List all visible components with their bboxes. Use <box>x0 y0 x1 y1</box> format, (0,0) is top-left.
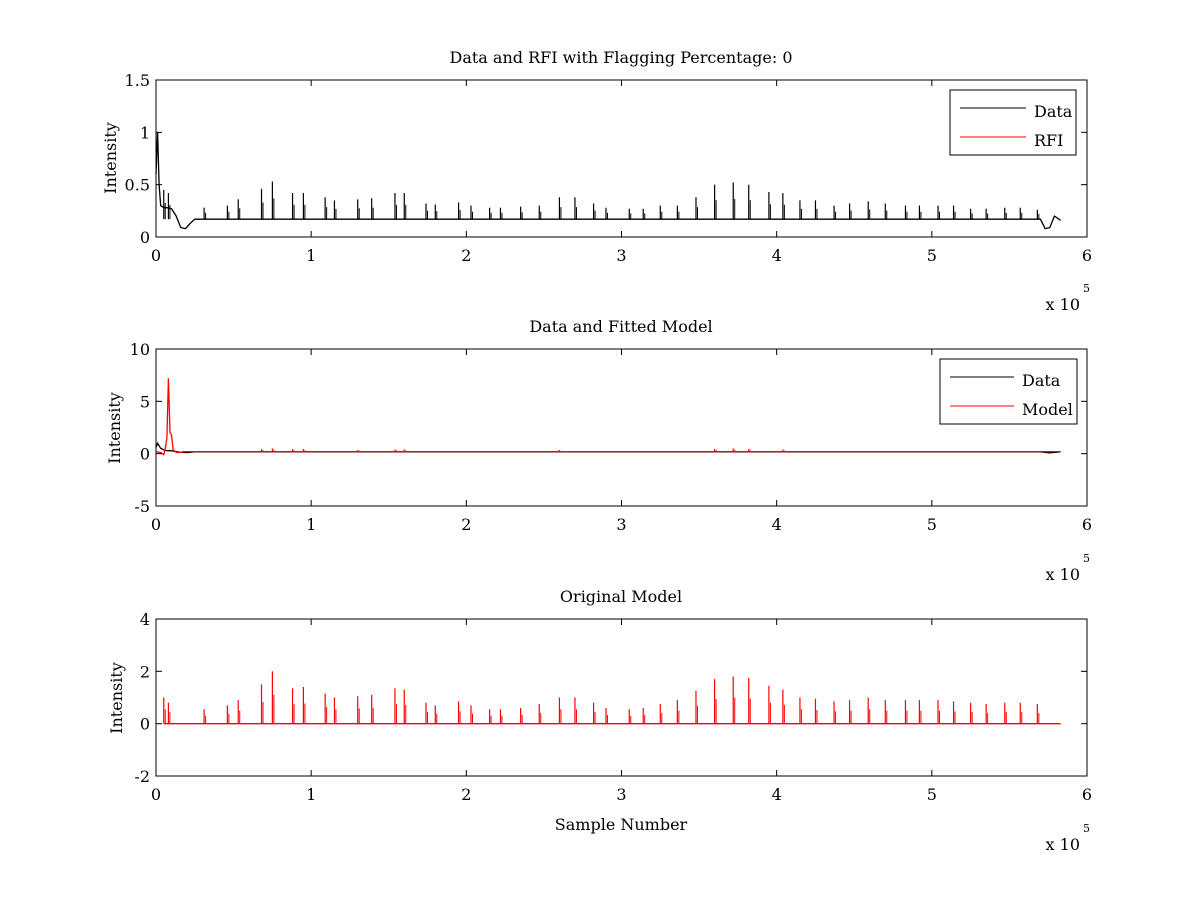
x-scale-prefix: x 10 <box>1046 295 1080 314</box>
y-tick-label: 10 <box>130 340 150 359</box>
y-axis-label: Intensity <box>107 662 126 734</box>
y-tick-label: 4 <box>140 610 150 629</box>
subplot-rfi: Data and RFI with Flagging Percentage: 0… <box>101 48 1092 314</box>
series-line-data <box>155 132 1061 230</box>
series-line-model <box>155 378 1061 456</box>
x-tick-label: 5 <box>927 785 937 804</box>
x-scale-prefix: x 10 <box>1046 835 1080 854</box>
x-tick-label: 0 <box>151 246 161 265</box>
x-scale-prefix: x 10 <box>1046 565 1080 584</box>
x-axis-label: Sample Number <box>555 815 688 834</box>
x-tick-label: 3 <box>616 785 626 804</box>
y-tick-label: 0 <box>140 715 150 734</box>
x-tick-label: 3 <box>616 515 626 534</box>
x-scale-exponent: 5 <box>1083 822 1090 835</box>
chart-title: Data and RFI with Flagging Percentage: 0 <box>449 48 792 67</box>
y-tick-label: 2 <box>140 662 150 681</box>
legend-label-data: Data <box>1022 371 1061 390</box>
legend-box <box>939 358 1078 425</box>
y-tick-label: 1.5 <box>125 71 150 90</box>
x-tick-label: 1 <box>306 246 316 265</box>
chart-title: Original Model <box>560 587 682 606</box>
plot-area <box>155 378 1061 456</box>
chart-title: Data and Fitted Model <box>529 317 712 336</box>
x-tick-label: 6 <box>1082 515 1092 534</box>
legend: Data Model <box>939 358 1078 425</box>
x-tick-label: 6 <box>1082 246 1092 265</box>
x-scale-exponent: 5 <box>1083 282 1090 295</box>
legend-label-model: Model <box>1022 400 1073 419</box>
y-tick-label: -5 <box>134 497 150 516</box>
subplot-original-model: Original Model Intensity Sample Number 0… <box>107 587 1092 854</box>
subplot-fitted-model: Data and Fitted Model Intensity 0 1 2 3 4 5 6 -… <box>105 317 1092 584</box>
x-tick-label: 4 <box>772 246 782 265</box>
y-tick-label: -2 <box>134 767 150 786</box>
y-tick-label: 0 <box>140 445 150 464</box>
x-tick-label: 4 <box>772 515 782 534</box>
x-tick-label: 2 <box>461 515 471 534</box>
x-tick-label: 0 <box>151 785 161 804</box>
x-tick-label: 4 <box>772 785 782 804</box>
y-axis-label: Intensity <box>105 392 124 464</box>
x-tick-label: 1 <box>306 785 316 804</box>
x-tick-label: 3 <box>616 246 626 265</box>
plot-area <box>163 671 1061 725</box>
axis-ticks: 0 1 2 3 4 5 6 0 0.5 1 1.5 <box>125 71 1093 265</box>
legend-label-rfi: RFI <box>1034 131 1063 150</box>
y-tick-label: 1 <box>140 123 150 142</box>
legend: Data RFI <box>949 89 1077 156</box>
y-tick-label: 5 <box>140 392 150 411</box>
y-tick-label: 0.5 <box>125 176 150 195</box>
plot-area <box>155 132 1061 230</box>
x-tick-label: 2 <box>461 785 471 804</box>
x-tick-label: 5 <box>927 246 937 265</box>
x-tick-label: 1 <box>306 515 316 534</box>
x-tick-label: 6 <box>1082 785 1092 804</box>
legend-box <box>949 89 1077 156</box>
x-scale-exponent: 5 <box>1083 552 1090 565</box>
y-tick-label: 0 <box>140 228 150 247</box>
x-tick-label: 0 <box>151 515 161 534</box>
x-tick-label: 5 <box>927 515 937 534</box>
legend-label-data: Data <box>1034 102 1073 121</box>
y-axis-label: Intensity <box>101 122 120 194</box>
x-tick-label: 2 <box>461 246 471 265</box>
